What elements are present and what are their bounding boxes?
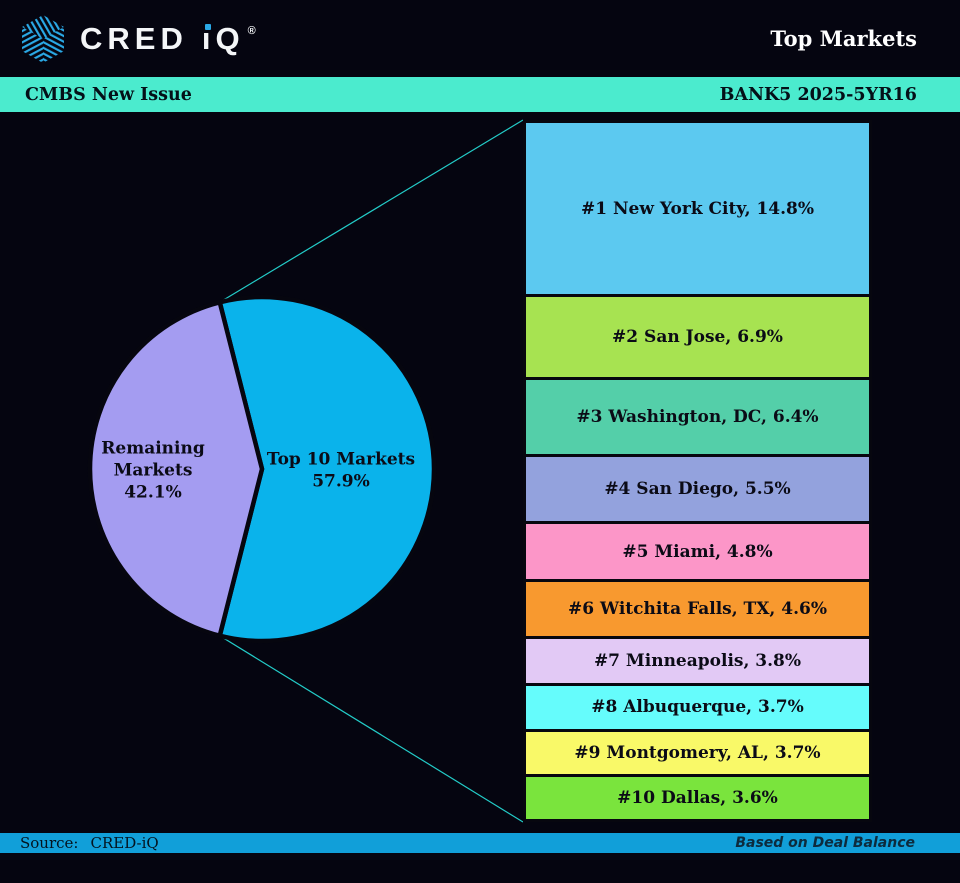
- bar-segment-label: #6 Witchita Falls, TX, 4.6%: [568, 599, 827, 620]
- source-label: Source:: [20, 834, 79, 852]
- registered-mark: ®: [247, 24, 256, 37]
- pie-slice-remaining-markets: [87, 300, 265, 638]
- logo-text-iq: iQ: [201, 20, 245, 57]
- pie-chart: [87, 119, 524, 823]
- bar-segment-7: #7 Minneapolis, 3.8%: [526, 638, 869, 683]
- bar-segment-label: #1 New York City, 14.8%: [580, 198, 815, 219]
- deal-name-label: BANK5 2025-5YR16: [719, 84, 917, 105]
- bar-segment-3: #3 Washington, DC, 6.4%: [526, 380, 869, 455]
- logo-text-cred: CRED: [80, 20, 188, 56]
- bar-segment-8: #8 Albuquerque, 3.7%: [526, 685, 869, 729]
- pie-label-top10-markets: Top 10 Markets 57.9%: [266, 449, 416, 491]
- page-title: Top Markets: [770, 26, 917, 51]
- top10-bar: #1 New York City, 14.8% #2 San Jose, 6.9%…: [523, 120, 872, 822]
- cred-iq-cube-icon: [22, 14, 64, 63]
- deal-type-label: CMBS New Issue: [25, 84, 192, 105]
- source-credit: Source: CRED-iQ: [20, 834, 159, 852]
- bar-segment-6: #6 Witchita Falls, TX, 4.6%: [526, 582, 869, 636]
- bar-segment-label: #10 Dallas, 3.6%: [617, 788, 778, 809]
- connector-line-top: [219, 119, 524, 303]
- connector-line-bottom: [219, 635, 524, 823]
- bar-segment-4: #4 San Diego, 5.5%: [526, 457, 869, 521]
- bar-segment-label: #3 Washington, DC, 6.4%: [576, 407, 819, 428]
- bar-segment-label: #4 San Diego, 5.5%: [604, 479, 791, 500]
- bar-segment-2: #2 San Jose, 6.9%: [526, 297, 869, 378]
- bottom-margin: [0, 853, 960, 883]
- bar-segment-label: #9 Montgomery, AL, 3.7%: [574, 742, 821, 763]
- source-value: CRED-iQ: [90, 834, 159, 852]
- chart-area: Remaining Markets 42.1% Top 10 Markets 5…: [0, 112, 960, 833]
- bar-segment-9: #9 Montgomery, AL, 3.7%: [526, 731, 869, 775]
- footnote: Based on Deal Balance: [735, 835, 915, 851]
- logo-letter-q: Q: [215, 20, 245, 56]
- cred-iq-logo: CRED iQ ®: [20, 14, 256, 64]
- bar-segment-label: #2 San Jose, 6.9%: [612, 327, 783, 348]
- header: CRED iQ ® Top Markets: [0, 0, 960, 77]
- bar-segment-1: #1 New York City, 14.8%: [526, 123, 869, 295]
- bar-segment-10: #10 Dallas, 3.6%: [526, 777, 869, 820]
- footer: Source: CRED-iQ Based on Deal Balance: [0, 833, 960, 853]
- logo-letter-i: i: [201, 20, 216, 56]
- bar-segment-label: #8 Albuquerque, 3.7%: [591, 697, 804, 718]
- pie-label-remaining-markets: Remaining Markets 42.1%: [101, 438, 205, 502]
- deal-banner: CMBS New Issue BANK5 2025-5YR16: [0, 77, 960, 112]
- bar-segment-label: #5 Miami, 4.8%: [622, 541, 773, 562]
- logo-wordmark: CRED iQ ®: [80, 21, 256, 57]
- pie-slice-top10-markets: [217, 294, 437, 644]
- bar-segment-5: #5 Miami, 4.8%: [526, 523, 869, 580]
- bar-segment-label: #7 Minneapolis, 3.8%: [593, 650, 802, 671]
